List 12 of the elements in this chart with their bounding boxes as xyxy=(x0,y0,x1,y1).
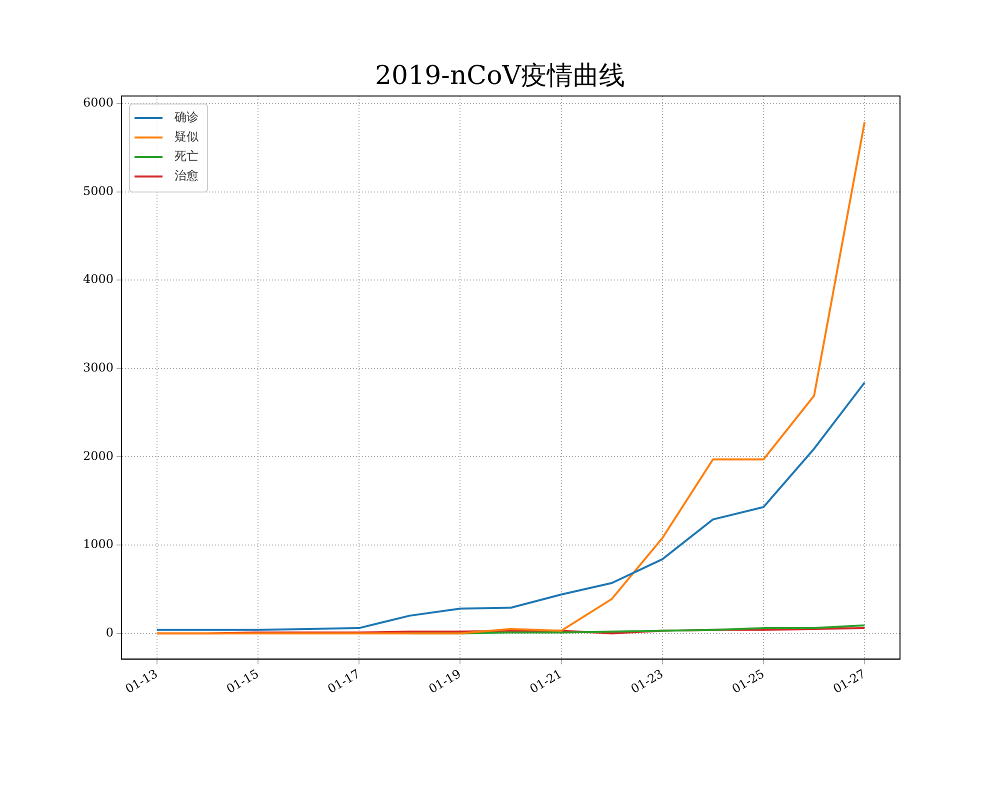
y-tick-label: 3000 xyxy=(82,360,114,375)
legend-label: 疑似 xyxy=(174,130,199,144)
y-tick-label: 5000 xyxy=(82,184,114,198)
legend-label: 治愈 xyxy=(174,168,199,183)
chart-title: 2019-nCoV疫情曲线 xyxy=(374,60,626,93)
y-tick-label: 0 xyxy=(106,625,114,640)
y-tick-label: 4000 xyxy=(82,272,114,286)
y-tick-label: 6000 xyxy=(82,96,114,110)
y-tick-label: 2000 xyxy=(82,448,114,463)
legend-label: 死亡 xyxy=(174,149,199,164)
y-tick-label: 1000 xyxy=(82,537,114,552)
legend-label: 确诊 xyxy=(174,110,199,124)
